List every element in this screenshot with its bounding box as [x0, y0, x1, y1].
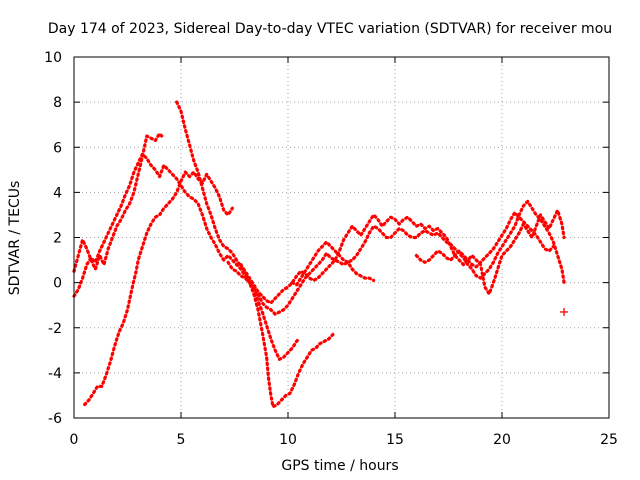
x-tick-label: 0 — [70, 432, 79, 448]
y-tick-label: -2 — [48, 321, 62, 337]
series-track-6 — [239, 208, 566, 305]
y-tick-label: 8 — [53, 95, 62, 111]
x-tick-label: 15 — [386, 432, 404, 448]
y-tick-label: -6 — [48, 411, 62, 427]
x-axis-label: GPS time / hours — [281, 458, 398, 474]
y-tick-label: -4 — [48, 366, 62, 382]
y-tick-label: 0 — [53, 276, 62, 292]
chart-title: Day 174 of 2023, Sidereal Day-to-day VTE… — [48, 21, 612, 37]
y-axis-label: SDTVAR / TECUs — [7, 181, 23, 296]
y-tick-label: 4 — [53, 185, 62, 201]
series-track-2 — [72, 152, 301, 361]
axis-ticks: 0 5 10 15 20 25 -6 -4 -2 0 2 4 6 8 10 — [44, 50, 618, 448]
series-track-1 — [72, 132, 164, 273]
x-tick-label: 5 — [177, 432, 186, 448]
x-tick-label: 10 — [279, 432, 297, 448]
series-track-5 — [226, 199, 566, 316]
series-track-7 — [290, 240, 376, 287]
x-tick-label: 25 — [600, 432, 618, 448]
isolated-point — [560, 307, 569, 316]
data-series — [72, 100, 569, 409]
grid — [74, 57, 609, 418]
y-tick-label: 6 — [53, 140, 62, 156]
series-track-4 — [175, 100, 335, 409]
y-tick-label: 2 — [53, 231, 62, 247]
series-track-3 — [83, 170, 234, 407]
y-tick-label: 10 — [44, 50, 62, 66]
series-track-8 — [414, 211, 555, 269]
x-tick-label: 20 — [493, 432, 511, 448]
